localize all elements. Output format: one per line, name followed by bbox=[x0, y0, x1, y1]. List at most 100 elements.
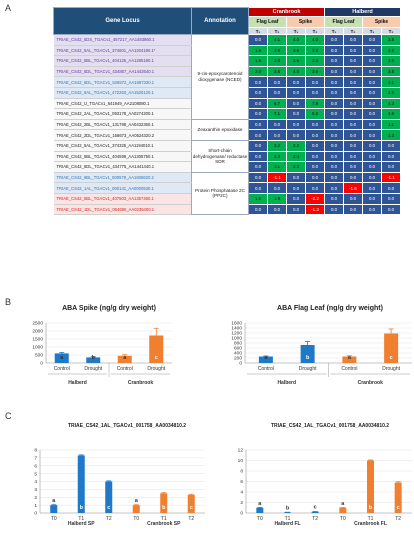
table-row: TRIAE_CS42_5BL_TGACv1_404125_AA1285180.1… bbox=[53, 55, 401, 67]
bar bbox=[384, 333, 399, 363]
y-tick-label: 8 bbox=[34, 448, 37, 454]
y-tick-label: 3 bbox=[34, 487, 37, 493]
chart-title: TRIAE_CS42_1AL_TGACv1_001758_AA0034810.2 bbox=[68, 423, 186, 429]
significance-letter: a bbox=[264, 355, 268, 361]
chart-title: TRIAE_CS42_1AL_TGACv1_001758_AA0034810.2 bbox=[271, 423, 389, 429]
y-tick-label: 5 bbox=[34, 471, 37, 477]
cranbrook-spike-header: Spike bbox=[286, 16, 325, 28]
bar bbox=[258, 356, 273, 363]
gene-locus-cell: TRIAE_CS42_5DL_TGACv1_434857_AA1442640.1 bbox=[53, 66, 192, 78]
x-tick-label: Control bbox=[117, 366, 133, 372]
y-tick-label: 800 bbox=[234, 341, 242, 347]
annotation-header: Annotation bbox=[191, 7, 249, 35]
y-tick-label: 1000 bbox=[32, 345, 43, 351]
table-row: TRIAE_CS42_1DL_TGACv1_064695_AA0235400.1… bbox=[53, 203, 401, 216]
bar bbox=[394, 482, 402, 513]
significance-letter: b bbox=[162, 505, 166, 511]
bar bbox=[105, 481, 113, 513]
bar bbox=[77, 455, 85, 513]
significance-letter: c bbox=[397, 505, 400, 511]
y-tick-label: 200 bbox=[234, 356, 242, 362]
y-tick-label: 12 bbox=[238, 448, 244, 454]
table-row: TRIAE_CS42_5BL_TGACv1_407503_AA1357460.1… bbox=[53, 192, 401, 205]
y-tick-label: 0 bbox=[34, 511, 37, 517]
gene-locus-cell: TRIAE_CS42_5AL_TGACv1_374601_AA1204180.1… bbox=[53, 45, 192, 57]
group-label: Halberd SP bbox=[68, 521, 95, 527]
group-label: Halberd bbox=[277, 380, 296, 386]
bar bbox=[187, 494, 195, 513]
table-row: TRIAE_CS42_2BL_TGACv1_131798_AA0432350.1… bbox=[53, 118, 401, 141]
group-label: Cranbrook SP bbox=[147, 521, 181, 527]
panel-label-b: B bbox=[5, 297, 12, 307]
table-row: TRIAE_CS42_5DL_TGACv1_434775_AA1441440.1… bbox=[53, 161, 401, 173]
annotation-cell: Zeaxanthin epoxidase bbox=[191, 118, 249, 141]
gene-locus-cell: TRIAE_CS42_1AL_TGACv1_000141_AA0000530.1 bbox=[53, 182, 192, 194]
gene-locus-cell: TRIAE_CS42_5DL_TGACv1_434775_AA1441440.1 bbox=[53, 161, 192, 173]
bar bbox=[50, 505, 58, 513]
y-tick-label: 1 bbox=[34, 503, 37, 509]
bar bbox=[342, 356, 357, 363]
significance-letter: c bbox=[190, 505, 193, 511]
gene-locus-cell: TRIAE_CS42_1DL_TGACv1_064695_AA0235400.1 bbox=[53, 204, 192, 216]
x-tick-label: Drought bbox=[382, 366, 400, 372]
annotation-cell: 9-cis-epoxycarotenoid dioxygenase (NCED) bbox=[191, 34, 249, 120]
y-tick-label: 2 bbox=[34, 495, 37, 501]
group-label: Halberd FL bbox=[274, 521, 300, 527]
significance-letter: a bbox=[341, 501, 345, 507]
significance-letter: c bbox=[390, 355, 393, 361]
y-tick-label: 4 bbox=[34, 479, 37, 485]
chart-title: ABA Spike (ng/g dry weight) bbox=[62, 305, 156, 312]
group-label: Halberd bbox=[68, 380, 87, 386]
expression-value-cell: 0.0 bbox=[381, 203, 401, 216]
bar bbox=[367, 460, 374, 513]
significance-letter: b bbox=[369, 505, 373, 511]
significance-letter: c bbox=[155, 355, 158, 361]
y-tick-label: 4 bbox=[240, 490, 243, 496]
bar bbox=[54, 353, 69, 363]
y-tick-label: 6 bbox=[34, 463, 37, 469]
bar bbox=[160, 493, 168, 513]
gene-locus-cell: TRIAE_CS42_5BL_TGACv1_404125_AA1285180.1 bbox=[53, 55, 192, 67]
chart-title: ABA Flag Leaf (ng/g dry weight) bbox=[277, 305, 383, 312]
bar bbox=[86, 357, 101, 363]
gene-locus-cell: TRIAE_CS42_2DL_TGACv1_158673_AA0524320.2 bbox=[53, 129, 192, 141]
bar bbox=[339, 507, 347, 513]
gene-locus-cell: TRIAE_CS42_2AL_TGACv1_093178_AA0274200.1 bbox=[53, 108, 192, 120]
significance-letter: b bbox=[92, 355, 96, 361]
significance-letter: a bbox=[135, 498, 139, 504]
bar bbox=[256, 507, 264, 513]
x-tick-label: Control bbox=[258, 366, 274, 372]
group-label: Cranbrook FL bbox=[354, 521, 387, 527]
table-row: TRIAE_CS42_U_TGACv1_641949_AA2108080.1 0.… bbox=[53, 97, 401, 110]
y-tick-label: 1500 bbox=[32, 337, 43, 343]
x-tick-label: T0 bbox=[51, 516, 57, 522]
y-tick-label: 7 bbox=[34, 456, 37, 462]
y-tick-label: 0 bbox=[239, 361, 242, 367]
x-tick-label: Drought bbox=[147, 366, 165, 372]
x-tick-label: Control bbox=[54, 366, 70, 372]
expression-heatmap-table: Gene Locus Annotation Cranbrook Halberd … bbox=[53, 7, 401, 216]
y-tick-label: 1400 bbox=[231, 326, 242, 332]
time-header: T₂ bbox=[381, 27, 401, 35]
significance-letter: c bbox=[107, 505, 110, 511]
y-tick-label: 1000 bbox=[231, 336, 242, 342]
gene-locus-cell: TRIAE_CS42_5BL_TGACv1_407503_AA1357460.1 bbox=[53, 193, 192, 205]
y-tick-label: 500 bbox=[35, 353, 43, 359]
y-tick-label: 2000 bbox=[32, 329, 43, 335]
table-row: TRIAE_CS42_5AL_TGACv1_374325_AA1194010.1… bbox=[53, 139, 401, 173]
x-tick-label: T0 bbox=[257, 516, 263, 522]
panel-label-a: A bbox=[5, 3, 12, 13]
gene-locus-cell: TRIAE_CS42_5BL_TGACv1_404599_AA1305750.1 bbox=[53, 151, 192, 163]
y-tick-label: 0 bbox=[240, 511, 243, 517]
y-tick-label: 600 bbox=[234, 346, 242, 352]
significance-letter: b bbox=[306, 355, 310, 361]
gene-locus-header: Gene Locus bbox=[53, 7, 192, 35]
x-tick-label: T1 bbox=[285, 516, 291, 522]
y-tick-label: 0 bbox=[40, 361, 43, 367]
x-tick-label: T2 bbox=[106, 516, 112, 522]
group-label: Cranbrook bbox=[128, 380, 154, 386]
significance-letter: c bbox=[314, 505, 317, 511]
panel-label-c: C bbox=[5, 411, 12, 421]
significance-letter: a bbox=[52, 498, 56, 504]
